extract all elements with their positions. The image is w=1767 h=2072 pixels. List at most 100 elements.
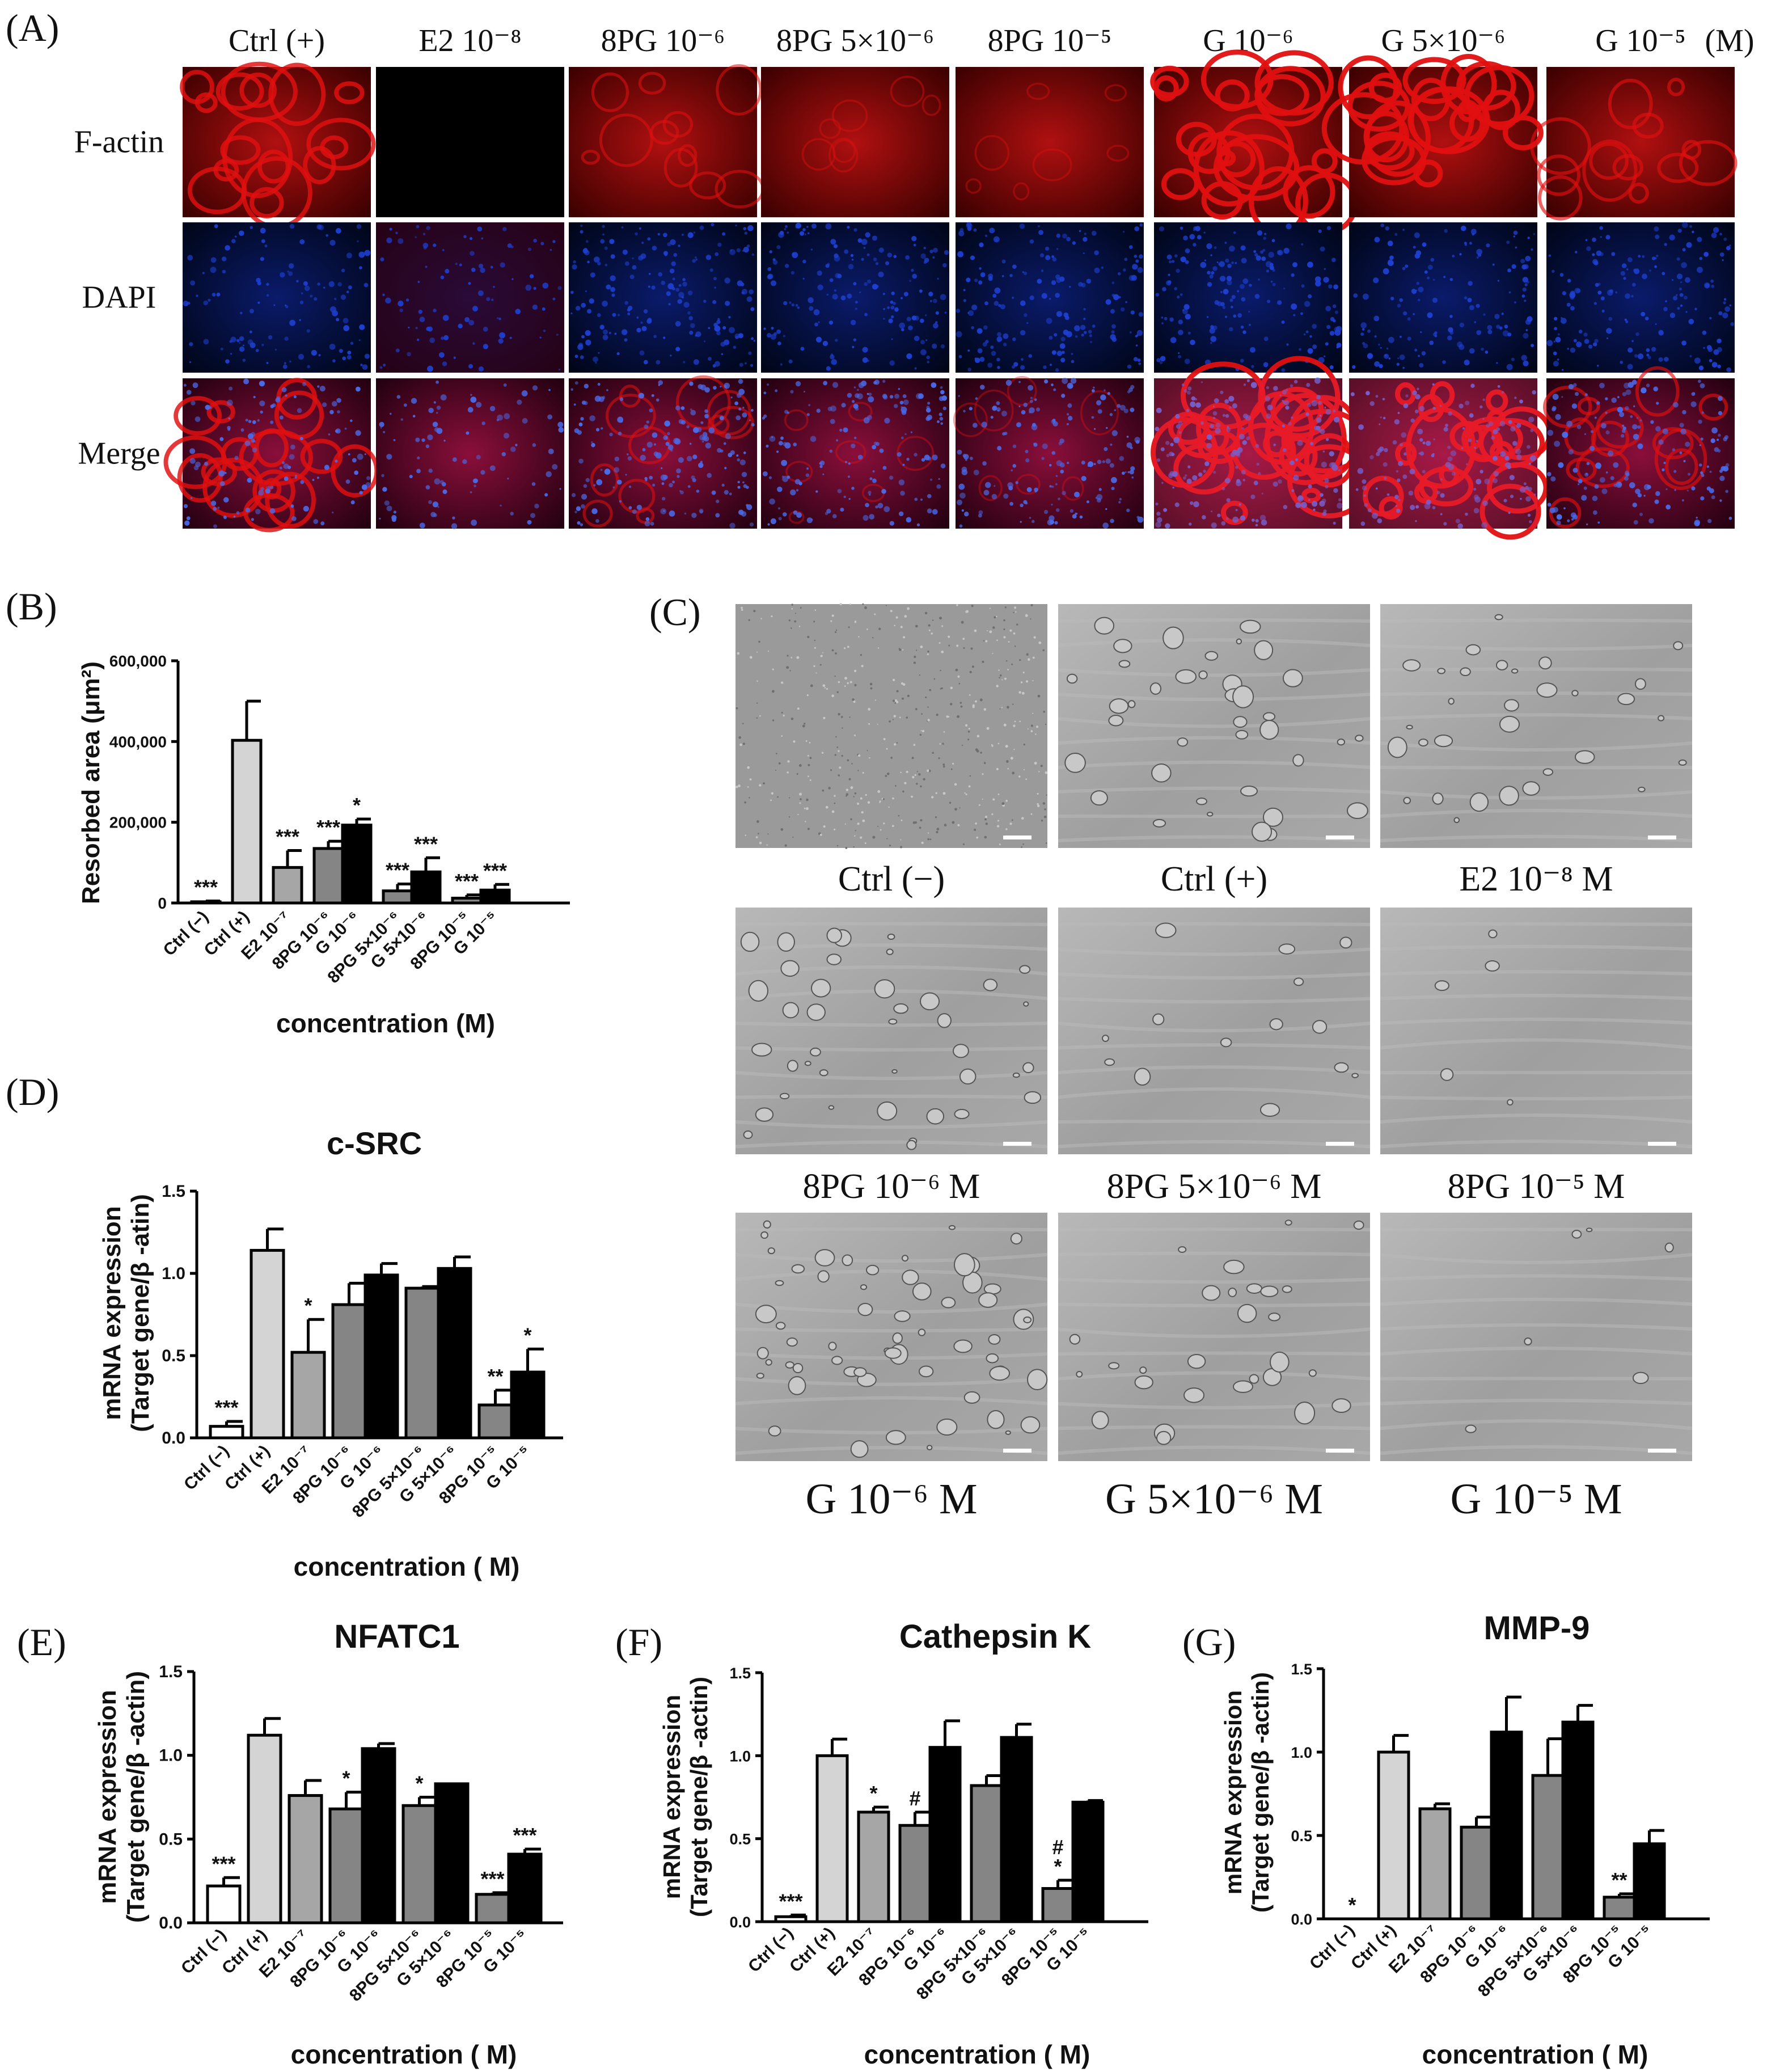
nucleus-dot xyxy=(1643,495,1646,497)
nucleus-dot xyxy=(708,427,715,434)
surface-stripe xyxy=(1380,1095,1693,1101)
surface-stripe xyxy=(1058,786,1371,794)
resorption-pit xyxy=(1118,660,1131,668)
resorption-pit xyxy=(918,1328,926,1336)
nucleus-dot xyxy=(1376,451,1380,457)
grain-speck xyxy=(891,825,894,828)
nucleus-dot xyxy=(893,255,897,258)
nucleus-dot xyxy=(1447,335,1452,341)
nucleus-dot xyxy=(210,257,217,263)
nucleus-dot xyxy=(1414,348,1418,352)
nucleus-dot xyxy=(686,455,692,462)
nucleus-dot xyxy=(872,445,877,450)
nucleus-dot xyxy=(343,318,349,324)
nucleus-dot xyxy=(973,469,979,476)
nucleus-dot xyxy=(1637,443,1643,449)
resorption-pit xyxy=(1233,1380,1253,1393)
nucleus-dot xyxy=(1729,244,1731,247)
nucleus-dot xyxy=(1711,495,1715,500)
nucleus-dot xyxy=(1624,382,1630,389)
grain-speck xyxy=(822,789,825,792)
nucleus-dot xyxy=(1111,330,1115,334)
grain-speck xyxy=(784,844,787,847)
nucleus-dot xyxy=(1461,447,1464,450)
nucleus-dot xyxy=(1410,505,1415,510)
nucleus-dot xyxy=(1422,242,1427,247)
resorption-pit xyxy=(1178,1246,1187,1253)
grain-speck xyxy=(826,688,828,690)
nucleus-dot xyxy=(919,289,923,293)
nucleus-dot xyxy=(906,517,912,523)
actin-ring xyxy=(1667,78,1685,96)
resorption-pit xyxy=(894,1310,911,1322)
nucleus-dot xyxy=(1312,323,1317,329)
resorption-pit xyxy=(1282,669,1303,687)
nucleus-dot xyxy=(1689,355,1692,358)
grain-speck xyxy=(986,727,990,730)
nucleus-dot xyxy=(1383,268,1389,275)
nucleus-dot xyxy=(502,227,507,231)
nucleus-dot xyxy=(933,298,937,303)
nucleus-dot xyxy=(1032,520,1035,524)
grain-speck xyxy=(1014,720,1016,723)
nucleus-dot xyxy=(1508,420,1512,424)
nucleus-dot xyxy=(425,265,428,268)
actin-ring xyxy=(1161,168,1199,200)
nucleus-dot xyxy=(463,235,467,238)
nucleus-dot xyxy=(1413,246,1416,249)
nucleus-dot xyxy=(1134,226,1139,231)
nucleus-dot xyxy=(470,396,477,403)
nucleus-dot xyxy=(737,280,743,286)
nucleus-dot xyxy=(195,461,201,467)
nucleus-dot xyxy=(1173,437,1180,444)
grain-speck xyxy=(1045,723,1047,725)
nucleus-dot xyxy=(1163,508,1168,512)
nucleus-dot xyxy=(1632,503,1637,508)
significance-label: * xyxy=(342,1767,350,1790)
nucleus-dot xyxy=(984,234,988,237)
nucleus-dot xyxy=(1263,336,1269,341)
nucleus-dot xyxy=(1097,459,1102,465)
nucleus-dot xyxy=(1578,330,1583,334)
nucleus-dot xyxy=(640,321,643,324)
nucleus-dot xyxy=(1403,403,1409,408)
nucleus-dot xyxy=(578,458,584,464)
nucleus-dot xyxy=(963,289,966,292)
nucleus-dot xyxy=(593,356,598,362)
nucleus-dot xyxy=(260,410,263,414)
grain-speck xyxy=(943,765,945,768)
nucleus-dot xyxy=(956,499,963,505)
nucleus-dot xyxy=(1665,300,1667,303)
nucleus-dot xyxy=(670,355,672,357)
nucleus-dot xyxy=(1476,330,1482,335)
actin-ring xyxy=(213,158,239,182)
grain-speck xyxy=(952,821,955,824)
nucleus-dot xyxy=(590,272,595,278)
nucleus-dot xyxy=(644,424,649,429)
nucleus-dot xyxy=(584,383,589,389)
nucleus-dot xyxy=(1094,428,1096,430)
actin-ring xyxy=(1347,81,1410,132)
micrograph-tile xyxy=(953,376,1144,529)
nucleus-dot xyxy=(793,510,798,515)
nucleus-dot xyxy=(602,301,608,307)
grain-speck xyxy=(1005,660,1008,662)
nucleus-dot xyxy=(700,384,707,391)
nucleus-dot xyxy=(1563,507,1566,509)
nucleus-dot xyxy=(251,518,254,521)
nucleus-dot xyxy=(1051,504,1053,506)
nucleus-dot xyxy=(1373,277,1379,284)
nucleus-dot xyxy=(923,260,927,264)
nucleus-dot xyxy=(580,230,584,234)
nucleus-dot xyxy=(882,394,887,399)
nucleus-dot xyxy=(1584,472,1589,477)
surface-stripe xyxy=(1380,766,1693,770)
grain-speck xyxy=(894,624,896,627)
grain-speck xyxy=(786,666,789,669)
resorption-pit xyxy=(1026,1369,1048,1391)
nucleus-dot xyxy=(1514,301,1517,304)
nucleus-dot xyxy=(641,241,644,244)
nucleus-dot xyxy=(1177,296,1180,299)
nucleus-dot xyxy=(478,263,484,269)
nucleus-dot xyxy=(187,255,193,261)
